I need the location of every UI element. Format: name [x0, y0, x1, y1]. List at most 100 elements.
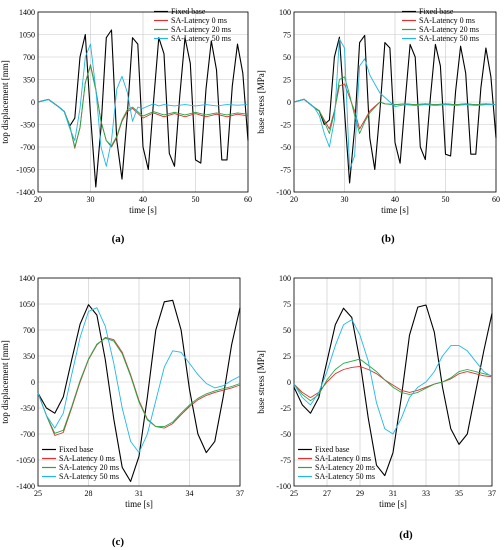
y-axis-label: top displacement [mm] [0, 340, 10, 423]
series-line-1 [293, 304, 493, 477]
y-tick-label: 25 [283, 352, 291, 361]
plot-frame [293, 277, 493, 487]
y-tick-label: 350 [23, 76, 35, 85]
y-tick-label: 50 [283, 53, 291, 62]
x-tick-label: 27 [323, 489, 331, 498]
y-tick-label: 1050 [19, 300, 35, 309]
y-tick-label: -700 [20, 143, 35, 152]
legend-label: SA-Latency 0 ms [59, 454, 115, 463]
y-tick-label: -100 [276, 188, 291, 197]
y-tick-label: 50 [283, 326, 291, 335]
series-line-4 [293, 319, 493, 435]
y-tick-label: -700 [20, 430, 35, 439]
chart-panel-4: -100 -75 -50 -25 0 25 50 75 100 25 27 29 31 33 35 37 tim… [256, 274, 496, 541]
panel-caption: (d) [399, 529, 413, 541]
x-tick-label: 25 [290, 489, 298, 498]
x-tick-label: 28 [85, 489, 93, 498]
y-tick-label: -1050 [16, 166, 35, 175]
y-tick-label: -75 [280, 456, 291, 465]
panel-caption: (a) [112, 233, 125, 245]
x-axis-label: time [s] [125, 499, 153, 509]
x-tick-label: 29 [356, 489, 364, 498]
series-line-2 [293, 365, 493, 399]
series-line-1 [37, 299, 241, 483]
series-line-3 [37, 337, 241, 434]
y-tick-label: 1400 [19, 8, 35, 17]
x-tick-label: 20 [34, 195, 42, 204]
plot-frame [37, 277, 241, 487]
y-tick-label: -100 [276, 482, 291, 491]
y-axis-label: base stress [MPa] [256, 350, 266, 414]
series-line-2 [37, 336, 241, 436]
legend-label: Fixed base [171, 7, 206, 16]
series-line-4 [293, 38, 496, 170]
y-tick-label: 0 [31, 378, 35, 387]
x-tick-label: 33 [422, 489, 430, 498]
y-tick-label: 100 [279, 8, 291, 17]
y-tick-label: -350 [20, 404, 35, 413]
y-tick-label: 75 [283, 300, 291, 309]
y-tick-label: -1400 [16, 188, 35, 197]
y-tick-label: 25 [283, 76, 291, 85]
y-tick-label: 0 [287, 378, 291, 387]
x-tick-label: 31 [135, 489, 143, 498]
legend-label: Fixed base [315, 445, 350, 454]
legend-label: SA-Latency 0 ms [315, 454, 371, 463]
x-axis-label: time [s] [129, 205, 157, 215]
y-tick-label: -50 [280, 430, 291, 439]
x-tick-label: 37 [236, 489, 244, 498]
x-tick-label: 60 [492, 195, 500, 204]
legend-label: SA-Latency 20 ms [59, 463, 119, 472]
x-axis-label: time [s] [381, 205, 409, 215]
y-tick-label: 1400 [19, 274, 35, 283]
x-tick-label: 37 [488, 489, 496, 498]
legend-label: SA-Latency 50 ms [419, 34, 479, 43]
y-tick-label: 75 [283, 31, 291, 40]
legend-label: SA-Latency 50 ms [171, 34, 231, 43]
x-tick-label: 50 [192, 195, 200, 204]
panel-caption: (b) [381, 233, 395, 245]
x-tick-label: 35 [455, 489, 463, 498]
legend-label: SA-Latency 50 ms [59, 472, 119, 481]
y-tick-label: 350 [23, 352, 35, 361]
y-tick-label: 700 [23, 53, 35, 62]
chart-panel-1: -1400 -1050 -700 -350 0 350 700 1050 1400 20 30 40 5… [0, 7, 252, 245]
series-line-3 [293, 358, 493, 402]
series-line-1 [37, 29, 249, 188]
legend-label: SA-Latency 20 ms [315, 463, 375, 472]
series-line-4 [37, 43, 249, 167]
legend-label: SA-Latency 20 ms [419, 25, 479, 34]
y-tick-label: -1050 [16, 456, 35, 465]
x-tick-label: 40 [139, 195, 147, 204]
legend-label: SA-Latency 0 ms [419, 16, 475, 25]
y-tick-label: -1400 [16, 482, 35, 491]
x-tick-label: 34 [186, 489, 194, 498]
y-tick-label: 700 [23, 326, 35, 335]
y-tick-label: -25 [280, 121, 291, 130]
y-tick-label: 0 [287, 98, 291, 107]
series-line-4 [37, 307, 241, 454]
series-line-3 [293, 76, 497, 134]
series-line-3 [37, 65, 249, 148]
y-tick-label: -25 [280, 404, 291, 413]
y-tick-label: 1050 [19, 31, 35, 40]
x-axis-label: time [s] [379, 499, 407, 509]
y-tick-label: -75 [280, 166, 291, 175]
x-tick-label: 25 [34, 489, 42, 498]
chart-panel-3: -1400 -1050 -700 -350 0 350 700 1050 1400 25 28 31 3… [0, 274, 244, 548]
panel-caption: (c) [112, 536, 125, 548]
chart-panel-2: -100 -75 -50 -25 0 25 50 75 100 20 30 40 50 60 time [s… [256, 7, 500, 245]
legend-label: SA-Latency 20 ms [171, 25, 231, 34]
y-tick-label: 0 [31, 98, 35, 107]
legend-label: SA-Latency 50 ms [315, 472, 375, 481]
x-tick-label: 30 [341, 195, 349, 204]
y-tick-label: -350 [20, 121, 35, 130]
x-tick-label: 20 [290, 195, 298, 204]
y-axis-label: top displacement [mm] [0, 60, 10, 143]
series-line-1 [293, 34, 497, 184]
x-tick-label: 50 [442, 195, 450, 204]
x-tick-label: 60 [244, 195, 252, 204]
y-tick-label: -50 [280, 143, 291, 152]
y-axis-label: base stress [MPa] [256, 70, 266, 134]
legend-label: Fixed base [59, 445, 94, 454]
